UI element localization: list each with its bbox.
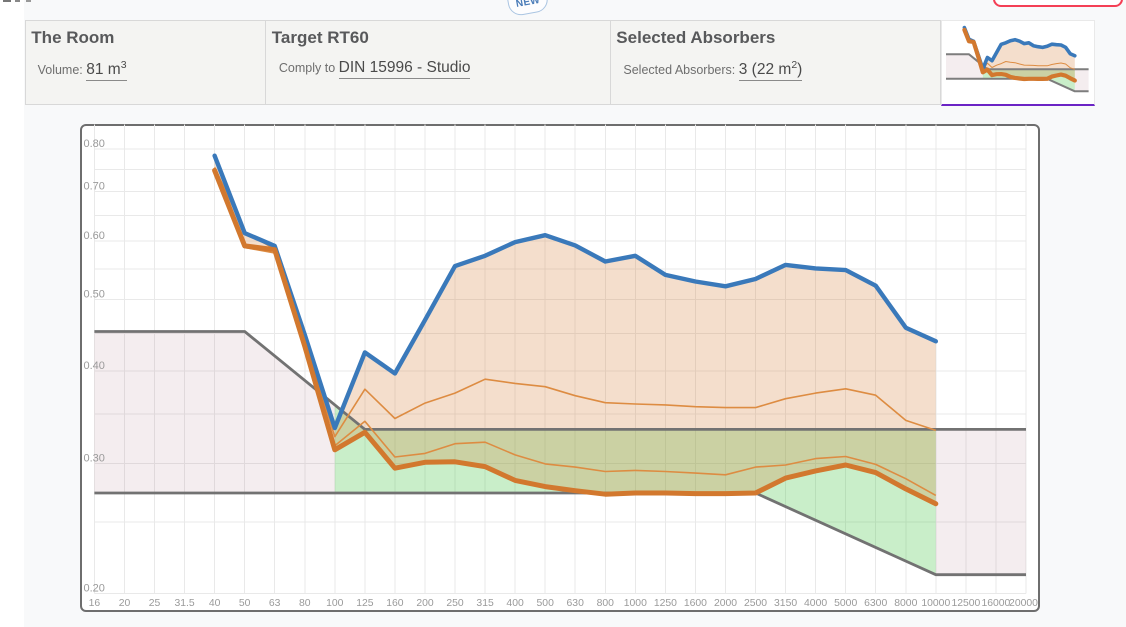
svg-text:10000: 10000 bbox=[921, 598, 950, 609]
svg-text:1000: 1000 bbox=[624, 598, 647, 609]
svg-text:0.40: 0.40 bbox=[84, 360, 105, 372]
svg-text:3150: 3150 bbox=[774, 598, 797, 609]
svg-text:1250: 1250 bbox=[654, 598, 677, 609]
svg-text:80: 80 bbox=[299, 598, 311, 609]
svg-text:125: 125 bbox=[356, 598, 374, 609]
svg-text:630: 630 bbox=[567, 598, 585, 609]
svg-text:16000: 16000 bbox=[981, 598, 1010, 609]
svg-text:800: 800 bbox=[597, 598, 615, 609]
svg-text:20000: 20000 bbox=[1009, 598, 1038, 609]
svg-text:40: 40 bbox=[209, 598, 221, 609]
svg-text:6300: 6300 bbox=[864, 598, 887, 609]
svg-text:63: 63 bbox=[269, 598, 281, 609]
svg-text:315: 315 bbox=[476, 598, 494, 609]
svg-text:25: 25 bbox=[149, 598, 161, 609]
svg-text:500: 500 bbox=[537, 598, 555, 609]
svg-text:50: 50 bbox=[239, 598, 251, 609]
svg-text:0.30: 0.30 bbox=[84, 452, 105, 464]
svg-text:400: 400 bbox=[506, 598, 524, 609]
svg-text:0.60: 0.60 bbox=[84, 230, 105, 242]
svg-text:12500: 12500 bbox=[951, 598, 980, 609]
svg-text:0.70: 0.70 bbox=[84, 181, 105, 193]
svg-text:0.50: 0.50 bbox=[84, 289, 105, 301]
svg-text:100: 100 bbox=[326, 598, 344, 609]
svg-text:5000: 5000 bbox=[834, 598, 857, 609]
svg-text:200: 200 bbox=[416, 598, 434, 609]
svg-text:160: 160 bbox=[386, 598, 404, 609]
svg-text:250: 250 bbox=[446, 598, 464, 609]
svg-text:0.80: 0.80 bbox=[84, 138, 105, 150]
svg-text:2500: 2500 bbox=[744, 598, 767, 609]
svg-text:8000: 8000 bbox=[894, 598, 917, 609]
svg-text:2000: 2000 bbox=[714, 598, 737, 609]
svg-text:31.5: 31.5 bbox=[174, 598, 194, 609]
svg-text:16: 16 bbox=[89, 598, 101, 609]
svg-text:1600: 1600 bbox=[684, 598, 707, 609]
svg-text:4000: 4000 bbox=[804, 598, 827, 609]
svg-text:20: 20 bbox=[119, 598, 131, 609]
svg-text:0.20: 0.20 bbox=[84, 582, 105, 594]
